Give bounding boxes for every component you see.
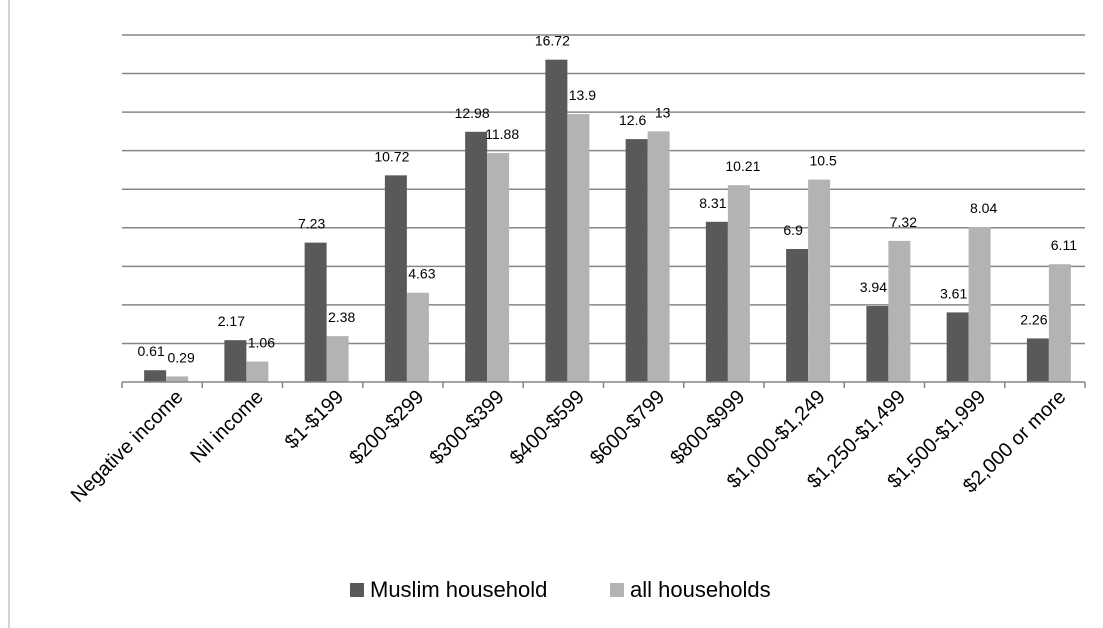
data-label-all-households-1-500-1-999: 8.04	[970, 200, 997, 216]
data-label-muslim-household-300-399: 12.98	[455, 105, 490, 121]
data-label-muslim-household-1-250-1-499: 3.94	[860, 279, 887, 295]
data-label-all-households-200-299: 4.63	[408, 266, 435, 282]
data-label-muslim-household-400-599: 16.72	[535, 33, 570, 49]
data-label-all-households-600-799: 13	[655, 104, 671, 120]
bar-muslim-household-200-299	[384, 175, 407, 382]
bar-all-households-600-799	[647, 131, 670, 382]
bar-all-households-1-500-1-999	[968, 227, 991, 382]
legend: Muslim household all households	[350, 577, 771, 602]
data-label-muslim-household-600-799: 12.6	[619, 112, 646, 128]
data-label-all-households-negative-income: 0.29	[168, 349, 195, 365]
data-label-all-households-nil-income: 1.06	[248, 335, 275, 351]
bar-muslim-household-2-000-or-more	[1026, 338, 1049, 382]
data-label-muslim-household-1-199: 7.23	[298, 216, 325, 232]
bar-all-households-200-299	[406, 292, 429, 382]
legend-label-muslim-household: Muslim household	[370, 577, 547, 602]
x-tick-label-600-799: $600-$799	[586, 386, 669, 469]
bar-muslim-household-nil-income	[224, 340, 247, 382]
x-tick-label-200-299: $200-$299	[345, 386, 428, 469]
bar-all-households-1-250-1-499	[888, 240, 911, 382]
data-label-muslim-household-nil-income: 2.17	[218, 313, 245, 329]
x-tick-label-300-399: $300-$399	[425, 386, 508, 469]
data-label-muslim-household-1-500-1-999: 3.61	[940, 285, 967, 301]
bar-all-households-2-000-or-more	[1048, 264, 1071, 382]
bar-muslim-household-1-500-1-999	[946, 312, 969, 382]
data-label-all-households-300-399: 11.88	[485, 126, 519, 142]
bar-muslim-household-800-999	[705, 221, 728, 382]
x-tick-label-400-599: $400-$599	[506, 386, 589, 469]
data-label-all-households-2-000-or-more: 6.11	[1051, 237, 1077, 253]
bar-muslim-household-1-250-1-499	[866, 306, 889, 382]
legend-swatch-all-households	[610, 583, 624, 597]
legend-swatch-muslim-household	[350, 583, 364, 597]
bar-all-households-300-399	[487, 152, 510, 382]
data-label-muslim-household-2-000-or-more: 2.26	[1020, 311, 1047, 327]
bar-all-households-400-599	[567, 114, 590, 383]
bar-all-households-800-999	[727, 185, 750, 382]
gridlines	[122, 34, 1085, 345]
bar-muslim-household-300-399	[465, 131, 488, 382]
data-label-all-households-1-250-1-499: 7.32	[890, 214, 917, 230]
bar-muslim-household-400-599	[545, 59, 568, 382]
bar-muslim-household-600-799	[625, 139, 648, 382]
bars	[144, 59, 1071, 383]
bar-all-households-1-199	[326, 336, 349, 382]
data-label-muslim-household-800-999: 8.31	[699, 195, 726, 211]
bar-muslim-household-negative-income	[144, 370, 167, 382]
x-tick-label-negative-income: Negative income	[67, 386, 188, 507]
data-label-all-households-400-599: 13.9	[569, 87, 596, 103]
bar-muslim-household-1-199	[304, 242, 327, 382]
bar-all-households-negative-income	[166, 376, 189, 382]
bar-all-households-nil-income	[246, 361, 269, 382]
data-label-muslim-household-1-000-1-249: 6.9	[783, 222, 803, 238]
bar-all-households-1-000-1-249	[808, 179, 831, 382]
x-tick-label-nil-income: Nil income	[186, 386, 268, 468]
legend-label-all-households: all households	[630, 577, 771, 602]
data-label-muslim-household-200-299: 10.72	[374, 148, 409, 164]
data-label-all-households-1-000-1-249: 10.5	[810, 153, 837, 169]
data-label-all-households-800-999: 10.21	[725, 158, 760, 174]
x-tick-label-800-999: $800-$999	[666, 386, 749, 469]
bar-muslim-household-1-000-1-249	[786, 248, 809, 382]
data-label-all-households-1-199: 2.38	[328, 309, 355, 325]
x-tick-label-1-199: $1-$199	[281, 386, 348, 453]
data-labels: 0.61 0.29 2.171.06 7.23 2.38 10.72 4.63 12.98 11…	[138, 33, 1078, 366]
data-label-muslim-household-negative-income: 0.61	[138, 343, 165, 359]
